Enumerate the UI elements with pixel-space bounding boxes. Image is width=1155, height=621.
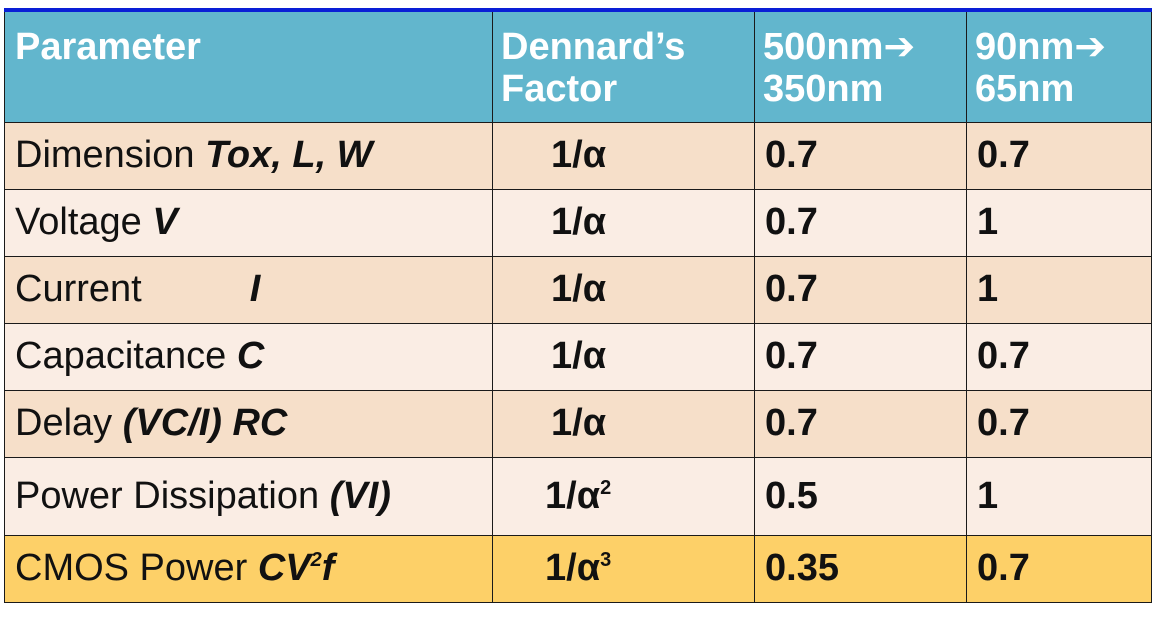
param-label: CMOS Power (15, 547, 247, 589)
param-symbol: (VC/I) RC (123, 402, 288, 444)
header-col2-line2: 65nm (975, 68, 1151, 110)
value-500-350: 0.7 (755, 256, 967, 323)
table-row-voltage: Voltage V 1/α 0.7 1 (5, 189, 1152, 256)
header-parameter: Parameter (5, 10, 493, 122)
param-cell: Dimension Tox, L, W (5, 122, 493, 189)
header-parameter-label: Parameter (15, 26, 492, 68)
table-row-cmos-power: CMOS Power CV2f 1/α3 0.35 0.7 (5, 535, 1152, 602)
value-90-65: 0.7 (967, 535, 1152, 602)
value-90-65: 1 (967, 189, 1152, 256)
table-row-current: Current I 1/α 0.7 1 (5, 256, 1152, 323)
param-cell: Capacitance C (5, 323, 493, 390)
value-90-65: 0.7 (967, 323, 1152, 390)
dennard-factor-cell: 1/α (493, 390, 755, 457)
header-col2-line1: 90nm➔ (975, 26, 1151, 68)
header-90-65: 90nm➔ 65nm (967, 10, 1152, 122)
factor-value: 1/α (551, 402, 606, 444)
value-500-350: 0.35 (755, 535, 967, 602)
table-row-delay: Delay (VC/I) RC 1/α 0.7 0.7 (5, 390, 1152, 457)
factor-value: 1/α (551, 201, 606, 243)
header-row: Parameter Dennard’s Factor 500nm➔ 350nm … (5, 10, 1152, 122)
param-cell: Power Dissipation (VI) (5, 457, 493, 535)
param-symbol: I (250, 268, 261, 310)
factor-value: 1/α (545, 547, 600, 589)
dennard-factor-cell: 1/α (493, 122, 755, 189)
value-500-350: 0.7 (755, 323, 967, 390)
param-symbol: V (152, 201, 177, 243)
dennard-factor-cell: 1/α (493, 323, 755, 390)
value-90-65: 1 (967, 256, 1152, 323)
value-90-65: 0.7 (967, 390, 1152, 457)
value-500-350: 0.7 (755, 189, 967, 256)
param-label: Delay (15, 402, 112, 444)
header-col1-line2: 350nm (763, 68, 966, 110)
header-dennard-line1: Dennard’s (501, 26, 754, 68)
param-label: Capacitance (15, 335, 226, 377)
factor-value: 1/α (551, 335, 606, 377)
value-500-350: 0.7 (755, 122, 967, 189)
table-row-capacitance: Capacitance C 1/α 0.7 0.7 (5, 323, 1152, 390)
dennard-factor-cell: 1/α (493, 256, 755, 323)
param-label: Voltage (15, 201, 142, 243)
header-col1-line1: 500nm➔ (763, 26, 966, 68)
param-label: Current (15, 268, 142, 310)
param-symbol: CV2f (258, 547, 335, 589)
table-header: Parameter Dennard’s Factor 500nm➔ 350nm … (5, 10, 1152, 122)
param-symbol: (VI) (330, 475, 391, 517)
param-cell: Current I (5, 256, 493, 323)
header-500-350: 500nm➔ 350nm (755, 10, 967, 122)
factor-value: 1/α (551, 268, 606, 310)
header-dennard-line2: Factor (501, 68, 754, 110)
dennard-factor-cell: 1/α (493, 189, 755, 256)
dennard-factor-cell: 1/α2 (493, 457, 755, 535)
value-500-350: 0.5 (755, 457, 967, 535)
table-row-power-dissipation: Power Dissipation (VI) 1/α2 0.5 1 (5, 457, 1152, 535)
param-label: Dimension (15, 134, 195, 176)
param-label: Power Dissipation (15, 475, 319, 517)
param-symbol: Tox, L, W (205, 134, 372, 176)
table-body: Dimension Tox, L, W 1/α 0.7 0.7 Voltage … (5, 122, 1152, 602)
value-90-65: 0.7 (967, 122, 1152, 189)
value-500-350: 0.7 (755, 390, 967, 457)
factor-exponent: 3 (600, 549, 611, 571)
factor-exponent: 2 (600, 477, 611, 499)
factor-value: 1/α (545, 475, 600, 517)
factor-value: 1/α (551, 134, 606, 176)
param-cell: Voltage V (5, 189, 493, 256)
param-cell: Delay (VC/I) RC (5, 390, 493, 457)
symbol-suffix: f (322, 547, 335, 589)
dennard-factor-cell: 1/α3 (493, 535, 755, 602)
param-symbol: C (237, 335, 264, 377)
dennard-scaling-table: Parameter Dennard’s Factor 500nm➔ 350nm … (4, 8, 1152, 603)
symbol-exponent: 2 (311, 549, 322, 571)
table-row-dimension: Dimension Tox, L, W 1/α 0.7 0.7 (5, 122, 1152, 189)
param-cell: CMOS Power CV2f (5, 535, 493, 602)
value-90-65: 1 (967, 457, 1152, 535)
header-dennard-factor: Dennard’s Factor (493, 10, 755, 122)
symbol-base: CV (258, 547, 311, 589)
